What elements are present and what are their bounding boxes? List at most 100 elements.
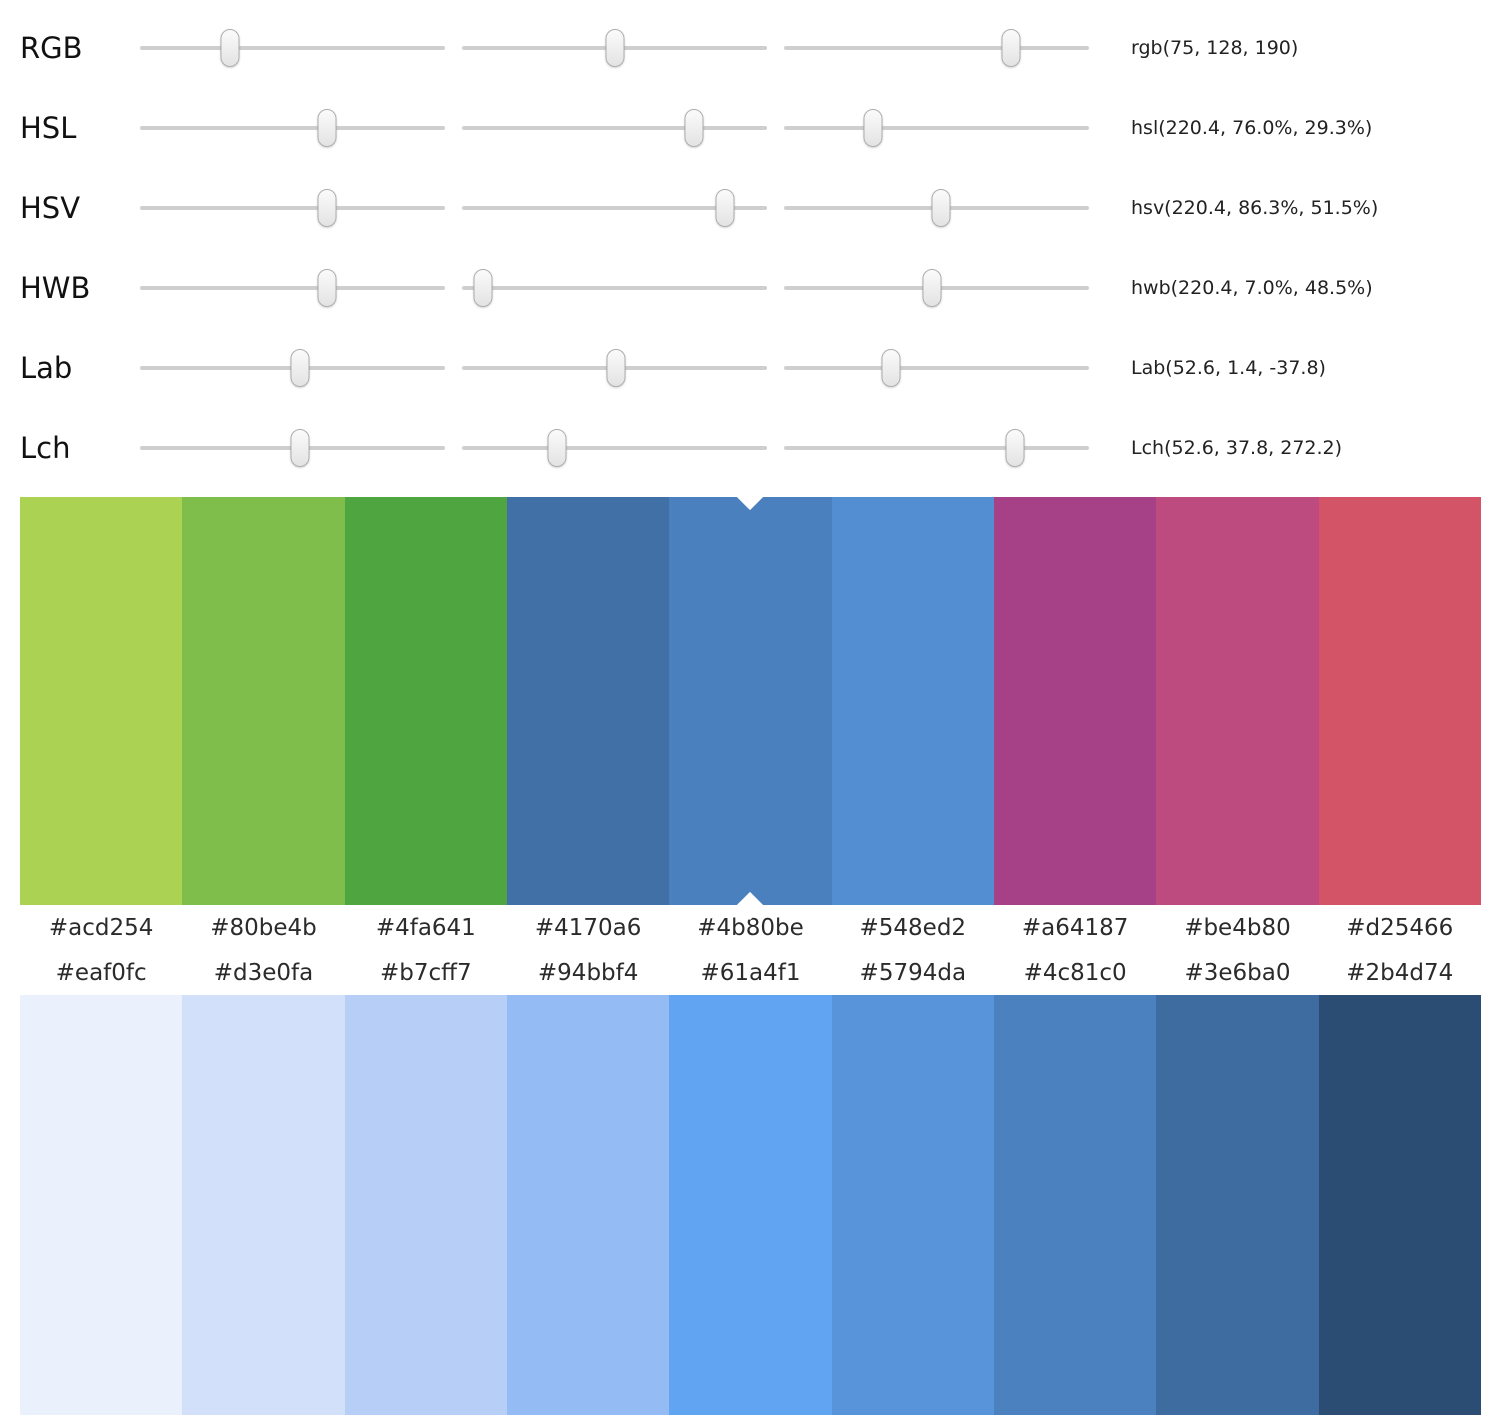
slider-hsv-channel-2[interactable] — [462, 185, 767, 231]
colorspace-label: RGB — [20, 31, 83, 65]
color-swatch[interactable] — [1156, 497, 1319, 905]
slider-hsl-channel-2[interactable] — [462, 105, 767, 151]
color-swatch[interactable] — [344, 497, 507, 905]
colorspace-label: HWB — [20, 271, 91, 305]
slider-thumb[interactable] — [931, 189, 951, 227]
hue-palette: #acd254 #80be4b #4fa641 #4170a6 #4b80be #548e… — [20, 497, 1481, 951]
slider-hsv-channel-1[interactable] — [140, 185, 445, 231]
slider-lab-channel-2[interactable] — [462, 345, 767, 391]
slider-row-lch: Lch Lch(52.6, 37.8, 272.2) — [0, 408, 1501, 488]
color-sliders-panel: RGB rgb(75, 128, 190) HSL hsl(220.4, 76.0%,… — [0, 0, 1501, 488]
slider-row-hsv: HSV hsv(220.4, 86.3%, 51.5%) — [0, 168, 1501, 248]
swatch-hex-label: #b7cff7 — [380, 960, 472, 986]
swatch-hex-label: #acd254 — [48, 915, 154, 941]
slider-thumb[interactable] — [715, 189, 735, 227]
color-swatch[interactable] — [506, 497, 670, 905]
hue-swatch-row — [20, 497, 1481, 905]
swatch-hex-label: #5794da — [859, 960, 967, 986]
slider-thumb[interactable] — [881, 349, 901, 387]
slider-hsl-channel-3[interactable] — [784, 105, 1089, 151]
slider-row-rgb: RGB rgb(75, 128, 190) — [0, 8, 1501, 88]
slider-hsl-channel-1[interactable] — [140, 105, 445, 151]
shade-swatch-row — [20, 995, 1481, 1415]
swatch-hex-label: #d25466 — [1346, 915, 1454, 941]
slider-track[interactable] — [784, 366, 1089, 370]
slider-track[interactable] — [140, 206, 445, 210]
slider-row-hsl: HSL hsl(220.4, 76.0%, 29.3%) — [0, 88, 1501, 168]
swatch-hex-label: #eaf0fc — [55, 960, 147, 986]
color-swatch-selected[interactable] — [669, 497, 832, 905]
swatch-hex-label: #94bbf4 — [537, 960, 639, 986]
slider-lab-channel-1[interactable] — [140, 345, 445, 391]
slider-track[interactable] — [462, 206, 767, 210]
colorspace-value: hsl(220.4, 76.0%, 29.3%) — [1131, 117, 1373, 139]
slider-lch-channel-2[interactable] — [462, 425, 767, 471]
slider-row-hwb: HWB hwb(220.4, 7.0%, 48.5%) — [0, 248, 1501, 328]
swatch-hex-label: #61a4f1 — [700, 960, 801, 986]
slider-track[interactable] — [462, 286, 767, 290]
swatch-hex-label: #80be4b — [210, 915, 317, 941]
slider-thumb[interactable] — [317, 269, 337, 307]
colorspace-value: hsv(220.4, 86.3%, 51.5%) — [1131, 197, 1379, 219]
color-swatch[interactable] — [344, 995, 507, 1415]
slider-track[interactable] — [462, 446, 767, 450]
color-swatch[interactable] — [993, 995, 1157, 1415]
color-swatch[interactable] — [20, 995, 183, 1415]
slider-track[interactable] — [784, 446, 1089, 450]
color-swatch[interactable] — [1318, 995, 1481, 1415]
colorspace-label: Lab — [20, 351, 73, 385]
slider-thumb[interactable] — [473, 269, 493, 307]
swatch-hex-label: #3e6ba0 — [1184, 960, 1291, 986]
slider-hsv-channel-3[interactable] — [784, 185, 1089, 231]
slider-thumb[interactable] — [863, 109, 883, 147]
slider-track[interactable] — [140, 46, 445, 50]
slider-lch-channel-1[interactable] — [140, 425, 445, 471]
slider-thumb[interactable] — [1001, 29, 1021, 67]
color-swatch[interactable] — [1156, 995, 1319, 1415]
slider-thumb[interactable] — [605, 29, 625, 67]
slider-thumb[interactable] — [220, 29, 240, 67]
slider-track[interactable] — [140, 286, 445, 290]
slider-thumb[interactable] — [290, 429, 310, 467]
colorspace-label: HSL — [20, 111, 77, 145]
slider-lch-channel-3[interactable] — [784, 425, 1089, 471]
slider-hwb-channel-1[interactable] — [140, 265, 445, 311]
slider-thumb[interactable] — [317, 109, 337, 147]
slider-thumb[interactable] — [606, 349, 626, 387]
slider-rgb-channel-1[interactable] — [140, 25, 445, 71]
slider-thumb[interactable] — [684, 109, 704, 147]
slider-thumb[interactable] — [922, 269, 942, 307]
slider-thumb[interactable] — [547, 429, 567, 467]
slider-track[interactable] — [140, 126, 445, 130]
slider-thumb[interactable] — [317, 189, 337, 227]
slider-thumb[interactable] — [290, 349, 310, 387]
color-swatch[interactable] — [669, 995, 832, 1415]
swatch-hex-label: #4170a6 — [534, 915, 642, 941]
slider-rgb-channel-2[interactable] — [462, 25, 767, 71]
color-swatch[interactable] — [1318, 497, 1481, 905]
color-swatch[interactable] — [993, 497, 1157, 905]
slider-track[interactable] — [784, 46, 1089, 50]
shade-hex-label-row: #eaf0fc #d3e0fa #b7cff7 #94bbf4 #61a4f1 #5794… — [20, 951, 1481, 995]
color-swatch[interactable] — [831, 995, 994, 1415]
color-swatch[interactable] — [182, 995, 345, 1415]
slider-track[interactable] — [462, 126, 767, 130]
swatch-hex-label: #4fa641 — [375, 915, 476, 941]
color-swatch[interactable] — [506, 995, 670, 1415]
hue-hex-label-row: #acd254 #80be4b #4fa641 #4170a6 #4b80be #548e… — [20, 905, 1481, 951]
swatch-hex-label: #d3e0fa — [213, 960, 314, 986]
slider-lab-channel-3[interactable] — [784, 345, 1089, 391]
color-swatch[interactable] — [182, 497, 345, 905]
colorspace-label: HSV — [20, 191, 81, 225]
color-swatch[interactable] — [20, 497, 183, 905]
slider-rgb-channel-3[interactable] — [784, 25, 1089, 71]
swatch-hex-label: #be4b80 — [1184, 915, 1291, 941]
slider-hwb-channel-3[interactable] — [784, 265, 1089, 311]
slider-hwb-channel-2[interactable] — [462, 265, 767, 311]
colorspace-value: rgb(75, 128, 190) — [1131, 37, 1299, 59]
slider-track[interactable] — [784, 126, 1089, 130]
colorspace-value: hwb(220.4, 7.0%, 48.5%) — [1131, 277, 1373, 299]
color-swatch[interactable] — [831, 497, 994, 905]
slider-thumb[interactable] — [1005, 429, 1025, 467]
